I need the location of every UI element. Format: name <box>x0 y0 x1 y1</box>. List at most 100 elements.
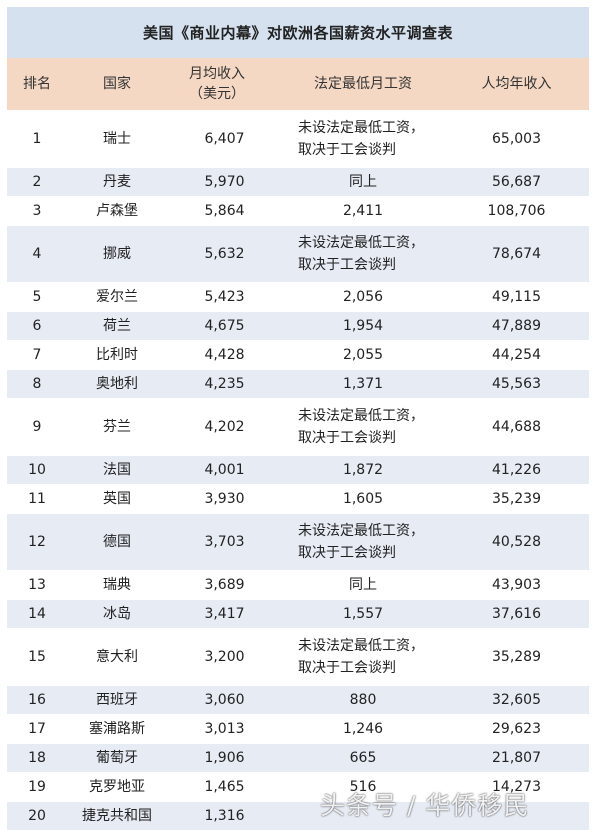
cell-rank: 15 <box>7 628 67 686</box>
cell-annual-income: 56,687 <box>444 167 589 197</box>
cell-monthly-income: 5,632 <box>167 225 282 283</box>
cell-country: 法国 <box>67 455 167 485</box>
cell-annual-income: 35,289 <box>444 628 589 686</box>
cell-country: 英国 <box>67 484 167 514</box>
salary-table-container: 美国《商业内幕》对欧洲各国薪资水平调查表 排名 国家 月均收入（美元） 法定最低… <box>7 7 589 831</box>
cell-min-wage: 665 <box>282 743 444 773</box>
cell-country: 爱尔兰 <box>67 282 167 312</box>
table-row: 15 意大利 3,200 未设法定最低工资，取决于工会谈判 35,289 <box>7 628 589 686</box>
cell-rank: 18 <box>7 743 67 773</box>
cell-min-wage: 516 <box>282 772 444 802</box>
cell-monthly-income: 3,703 <box>167 513 282 571</box>
table-row: 2 丹麦 5,970 同上 56,687 <box>7 167 589 197</box>
cell-annual-income <box>444 801 589 831</box>
cell-monthly-income: 4,202 <box>167 398 282 456</box>
cell-monthly-income: 5,970 <box>167 167 282 197</box>
cell-monthly-income: 3,060 <box>167 685 282 715</box>
cell-annual-income: 37,616 <box>444 599 589 629</box>
header-annual-income: 人均年收入 <box>444 58 589 111</box>
header-monthly-income: 月均收入（美元） <box>167 58 282 111</box>
cell-annual-income: 45,563 <box>444 369 589 399</box>
cell-country: 冰岛 <box>67 599 167 629</box>
cell-rank: 3 <box>7 196 67 226</box>
table-row: 19 克罗地亚 1,465 516 14,273 <box>7 772 589 802</box>
cell-monthly-income: 1,465 <box>167 772 282 802</box>
cell-country: 丹麦 <box>67 167 167 197</box>
table-row: 18 葡萄牙 1,906 665 21,807 <box>7 743 589 773</box>
table-row: 17 塞浦路斯 3,013 1,246 29,623 <box>7 714 589 744</box>
cell-annual-income: 49,115 <box>444 282 589 312</box>
cell-rank: 2 <box>7 167 67 197</box>
cell-min-wage: 1,954 <box>282 311 444 341</box>
table-row: 1 瑞士 6,407 未设法定最低工资，取决于工会谈判 65,003 <box>7 110 589 168</box>
cell-min-wage: 未设法定最低工资，取决于工会谈判 <box>282 398 444 456</box>
cell-annual-income: 32,605 <box>444 685 589 715</box>
table-body: 1 瑞士 6,407 未设法定最低工资，取决于工会谈判 65,003 2 丹麦 5,970 同上… <box>7 110 589 831</box>
cell-rank: 6 <box>7 311 67 341</box>
cell-country: 捷克共和国 <box>67 801 167 831</box>
cell-min-wage: 1,605 <box>282 484 444 514</box>
cell-rank: 16 <box>7 685 67 715</box>
cell-annual-income: 47,889 <box>444 311 589 341</box>
cell-min-wage: 同上 <box>282 167 444 197</box>
table-header-row: 排名 国家 月均收入（美元） 法定最低月工资 人均年收入 <box>7 58 589 111</box>
cell-rank: 12 <box>7 513 67 571</box>
cell-country: 塞浦路斯 <box>67 714 167 744</box>
cell-monthly-income: 4,675 <box>167 311 282 341</box>
cell-rank: 11 <box>7 484 67 514</box>
table-row: 10 法国 4,001 1,872 41,226 <box>7 455 589 485</box>
header-rank: 排名 <box>7 58 67 111</box>
table-row: 5 爱尔兰 5,423 2,056 49,115 <box>7 282 589 312</box>
cell-monthly-income: 4,428 <box>167 340 282 370</box>
cell-monthly-income: 3,930 <box>167 484 282 514</box>
cell-country: 西班牙 <box>67 685 167 715</box>
table-row: 7 比利时 4,428 2,055 44,254 <box>7 340 589 370</box>
cell-monthly-income: 1,316 <box>167 801 282 831</box>
table-row: 8 奥地利 4,235 1,371 45,563 <box>7 369 589 399</box>
cell-rank: 17 <box>7 714 67 744</box>
cell-country: 意大利 <box>67 628 167 686</box>
table-row: 20 捷克共和国 1,316 <box>7 801 589 831</box>
cell-monthly-income: 4,235 <box>167 369 282 399</box>
table-row: 16 西班牙 3,060 880 32,605 <box>7 685 589 715</box>
cell-min-wage: 1,246 <box>282 714 444 744</box>
cell-annual-income: 21,807 <box>444 743 589 773</box>
table-title: 美国《商业内幕》对欧洲各国薪资水平调查表 <box>7 7 589 58</box>
cell-monthly-income: 3,200 <box>167 628 282 686</box>
header-min-wage: 法定最低月工资 <box>282 58 444 111</box>
cell-annual-income: 40,528 <box>444 513 589 571</box>
cell-monthly-income: 1,906 <box>167 743 282 773</box>
cell-annual-income: 29,623 <box>444 714 589 744</box>
table-row: 14 冰岛 3,417 1,557 37,616 <box>7 599 589 629</box>
cell-rank: 10 <box>7 455 67 485</box>
table-row: 11 英国 3,930 1,605 35,239 <box>7 484 589 514</box>
cell-min-wage: 未设法定最低工资，取决于工会谈判 <box>282 628 444 686</box>
cell-annual-income: 108,706 <box>444 196 589 226</box>
cell-country: 葡萄牙 <box>67 743 167 773</box>
cell-min-wage: 2,055 <box>282 340 444 370</box>
cell-annual-income: 43,903 <box>444 570 589 600</box>
table-row: 13 瑞典 3,689 同上 43,903 <box>7 570 589 600</box>
cell-min-wage: 未设法定最低工资，取决于工会谈判 <box>282 225 444 283</box>
cell-rank: 19 <box>7 772 67 802</box>
cell-annual-income: 41,226 <box>444 455 589 485</box>
cell-country: 荷兰 <box>67 311 167 341</box>
cell-min-wage <box>282 801 444 831</box>
cell-monthly-income: 5,423 <box>167 282 282 312</box>
table-row: 3 卢森堡 5,864 2,411 108,706 <box>7 196 589 226</box>
cell-country: 比利时 <box>67 340 167 370</box>
cell-rank: 9 <box>7 398 67 456</box>
cell-country: 挪威 <box>67 225 167 283</box>
cell-min-wage: 2,411 <box>282 196 444 226</box>
cell-country: 卢森堡 <box>67 196 167 226</box>
cell-rank: 13 <box>7 570 67 600</box>
cell-rank: 14 <box>7 599 67 629</box>
cell-country: 瑞典 <box>67 570 167 600</box>
cell-rank: 1 <box>7 110 67 168</box>
cell-monthly-income: 4,001 <box>167 455 282 485</box>
table-row: 6 荷兰 4,675 1,954 47,889 <box>7 311 589 341</box>
cell-min-wage: 未设法定最低工资，取决于工会谈判 <box>282 513 444 571</box>
cell-country: 瑞士 <box>67 110 167 168</box>
cell-min-wage: 同上 <box>282 570 444 600</box>
cell-monthly-income: 3,013 <box>167 714 282 744</box>
